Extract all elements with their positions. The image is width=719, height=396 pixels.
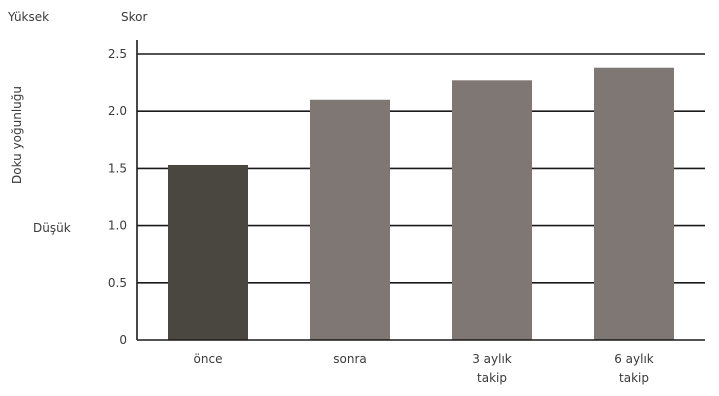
y-tick-label: 0.5	[108, 276, 127, 290]
y-low-label: Düşük	[33, 221, 71, 235]
y-tick-label: 1.0	[108, 219, 127, 233]
x-category-label-line: 6 aylık	[614, 352, 654, 366]
x-category-label-line: 3 aylık	[472, 352, 512, 366]
y-tick-label: 0	[119, 333, 127, 347]
bar-layer	[168, 67, 674, 340]
y-axis-label: Doku yoğunluğu	[10, 86, 24, 184]
x-category-label-line: sonra	[333, 352, 367, 366]
x-category-label: 3 aylık takip	[472, 352, 512, 385]
x-category-label-line: takip	[619, 371, 649, 385]
x-category-label: sonra	[333, 352, 367, 366]
y-tick-label: 1.5	[108, 161, 127, 175]
bar	[310, 99, 390, 340]
x-category-label: 6 aylık takip	[614, 352, 654, 385]
x-category-label-line: önce	[194, 352, 223, 366]
y-scale-title: Skor	[121, 10, 147, 24]
y-tick-label: 2.5	[108, 47, 127, 61]
x-category-label: önce	[194, 352, 223, 366]
bar	[594, 67, 674, 340]
bar	[168, 164, 248, 340]
x-category-label-line: takip	[477, 371, 507, 385]
bar	[452, 80, 532, 340]
axis-layer	[136, 40, 705, 341]
y-high-label: Yüksek	[7, 10, 49, 24]
y-tick-label: 2.0	[108, 104, 127, 118]
